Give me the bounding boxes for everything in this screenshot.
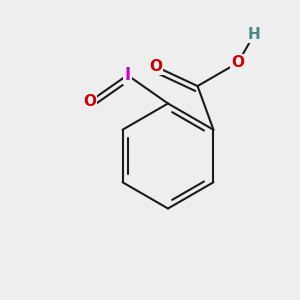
Text: O: O	[149, 59, 162, 74]
Text: H: H	[248, 27, 260, 42]
Text: I: I	[124, 66, 130, 84]
Text: O: O	[83, 94, 96, 109]
Text: O: O	[231, 55, 244, 70]
